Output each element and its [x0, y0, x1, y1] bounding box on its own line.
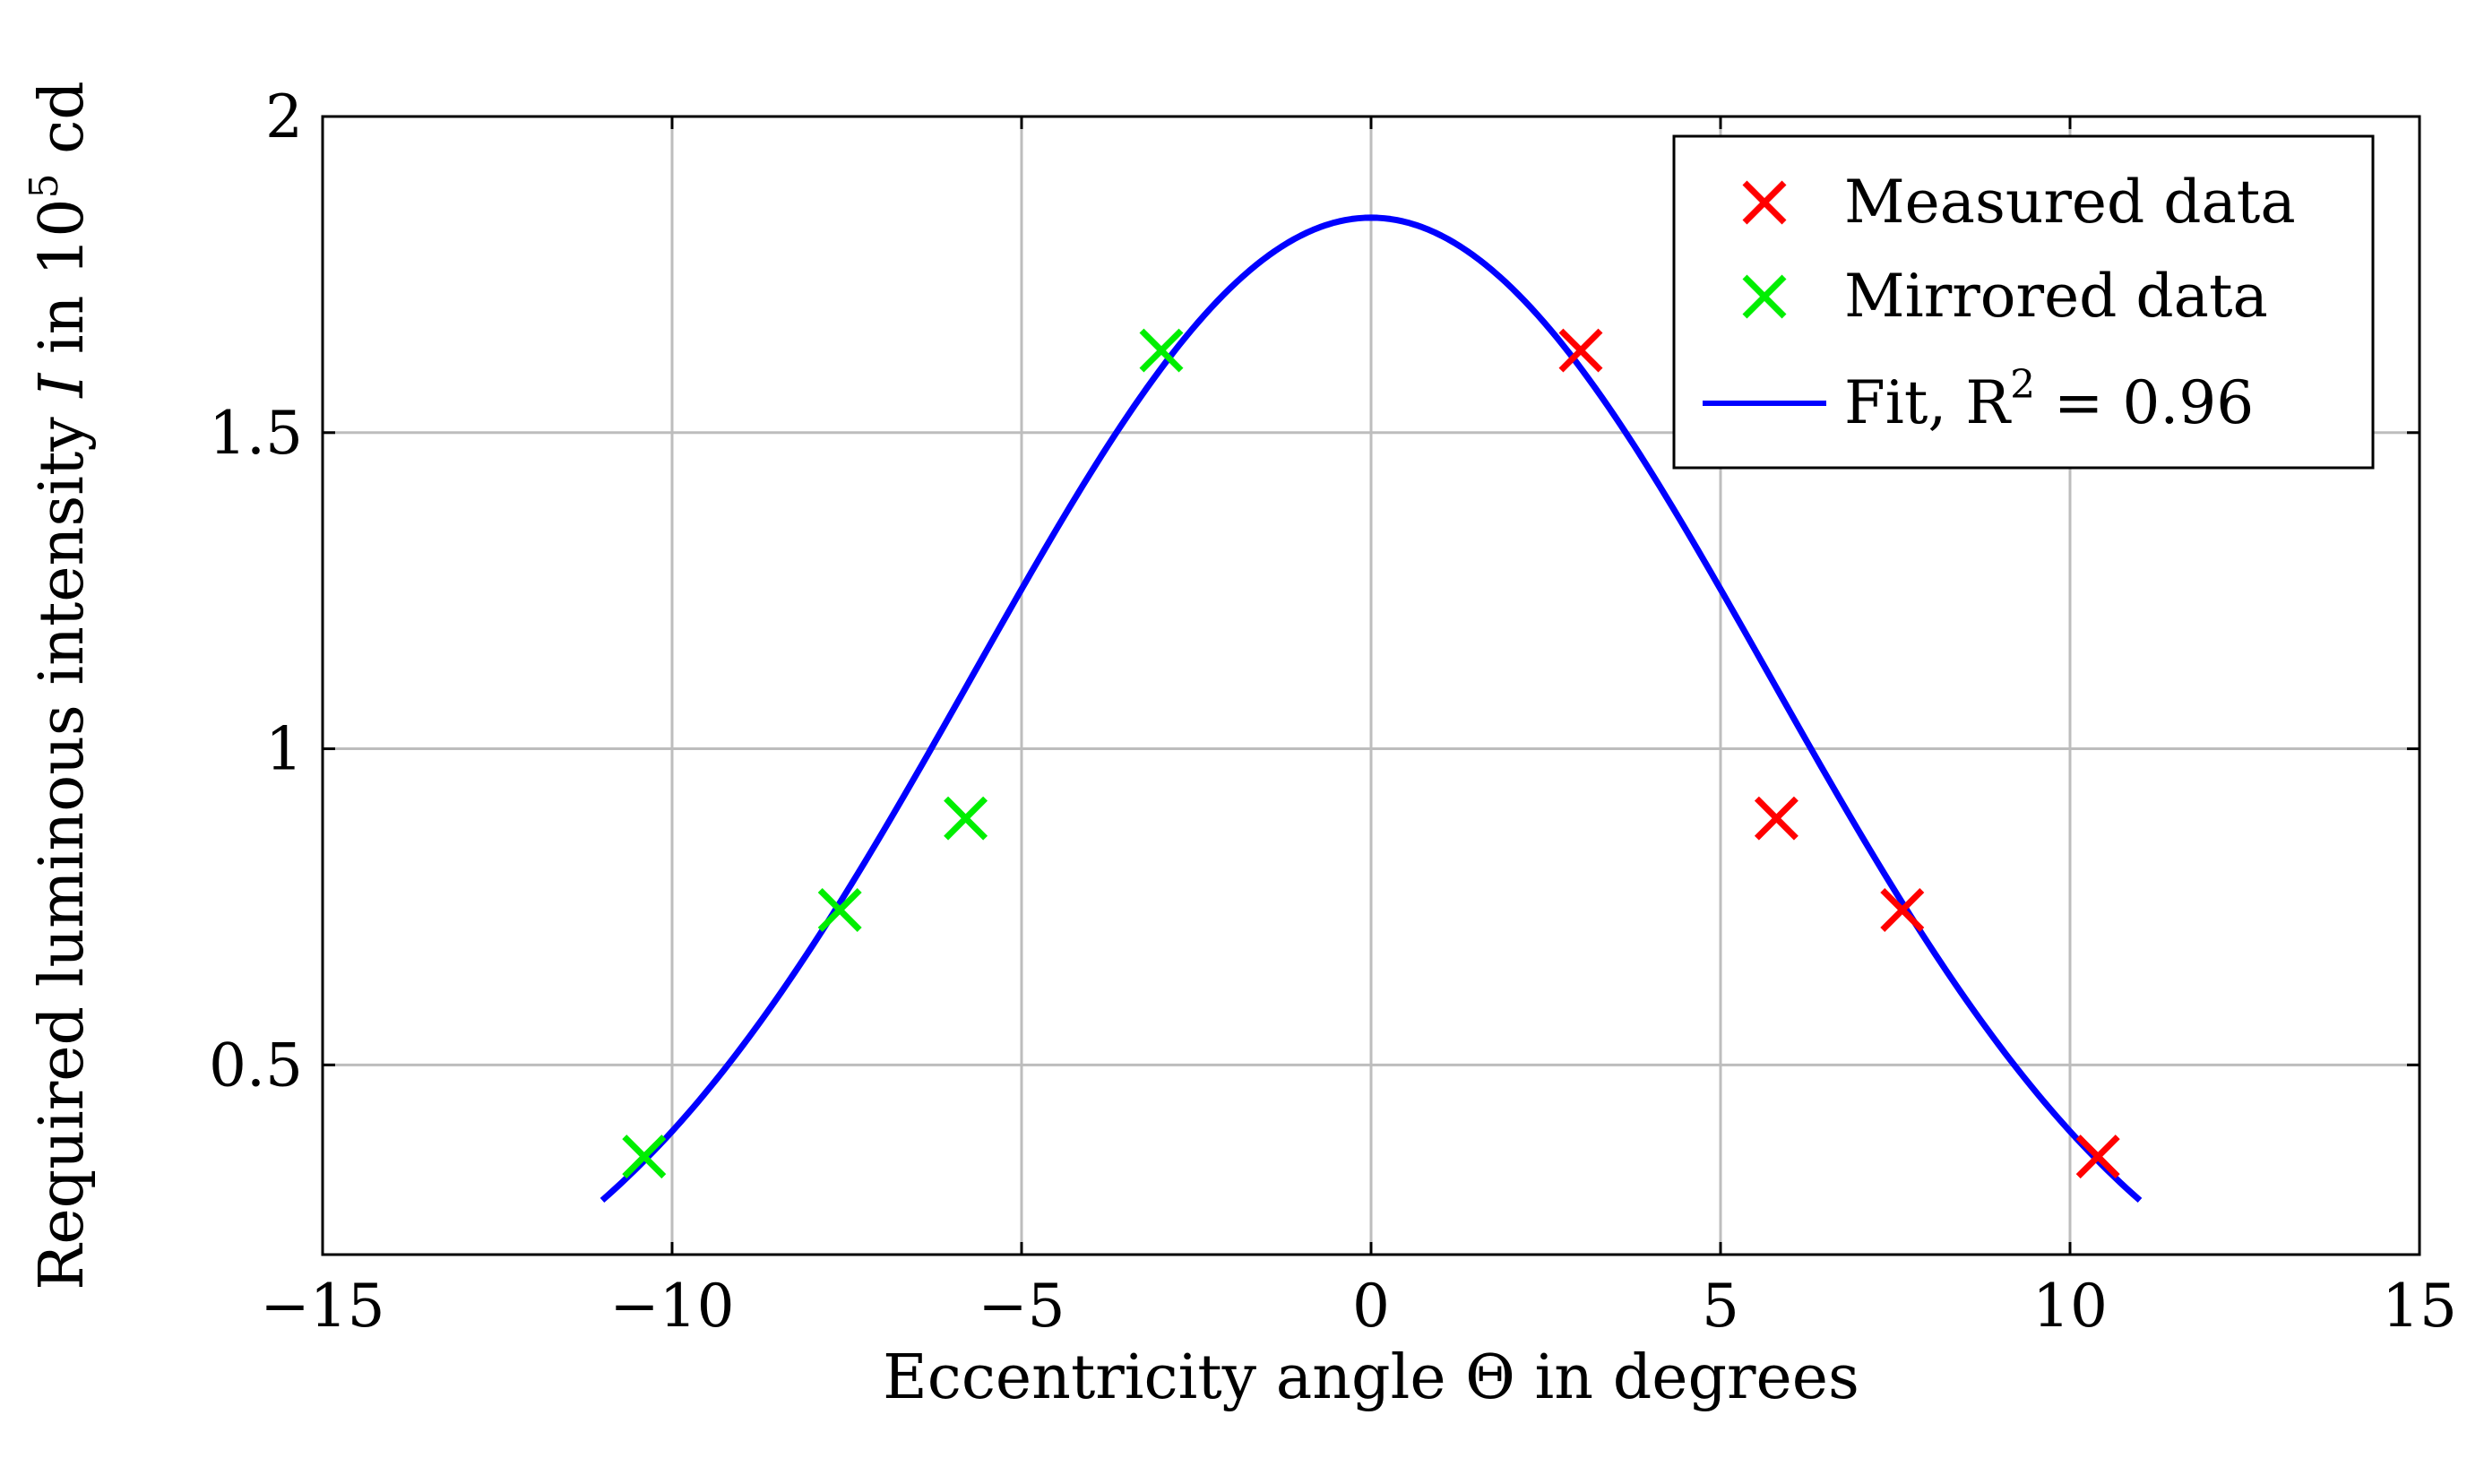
- legend-fit-name: Fit, R: [1844, 368, 2012, 437]
- legend-measured-label: Measured data: [1844, 168, 2296, 237]
- measured-point-stroke-b: [1558, 328, 1603, 373]
- x-tick-label: −10: [609, 1272, 734, 1341]
- y-tick-label: 1: [265, 715, 303, 784]
- y-axis-title-variable: I: [27, 373, 98, 400]
- measured-point-stroke-b: [2075, 1135, 2120, 1179]
- legend-mirrored-cross: [1742, 274, 1787, 319]
- y-tick-label: 1.5: [209, 399, 303, 468]
- y-axis-title-suffix: cd: [27, 81, 98, 173]
- fit-curve: [599, 214, 2143, 1204]
- measured-point: [1558, 328, 1603, 373]
- legend-mirrored-cross-stroke-b: [1742, 274, 1787, 319]
- legend-mirrored-symbol: [1742, 274, 1787, 319]
- legend-measured-cross: [1742, 180, 1787, 225]
- legend-fit-exponent: 2: [2010, 362, 2035, 408]
- y-axis-title-middle: in 10: [27, 198, 98, 373]
- mirrored-point-stroke-b: [1139, 328, 1184, 373]
- legend-mirrored-label: Mirrored data: [1844, 262, 2268, 331]
- x-tick-label: 5: [1702, 1272, 1739, 1341]
- legend-fit-label: Fit, R2 = 0.96: [1844, 362, 2254, 437]
- y-axis-title-prefix: Required luminous intensity: [27, 398, 98, 1290]
- legend-measured-symbol: [1742, 180, 1787, 225]
- mirrored-point: [1139, 328, 1184, 373]
- legend-fit-suffix: = 0.96: [2035, 368, 2254, 437]
- y-axis-title: Required luminous intensity I in 105 cd: [22, 81, 98, 1290]
- y-axis-title-exponent: 5: [22, 173, 67, 198]
- x-tick-label: −5: [978, 1272, 1065, 1341]
- mirrored-point-stroke-b: [944, 796, 988, 841]
- mirrored-point: [944, 796, 988, 841]
- mirrored-point: [622, 1135, 667, 1179]
- legend: Measured data Mirrored data Fit, R2 = 0.…: [1672, 134, 2375, 470]
- x-tick-label: 10: [2032, 1272, 2108, 1341]
- mirrored-point-stroke-b: [622, 1135, 667, 1179]
- measured-point: [2075, 1135, 2120, 1179]
- x-axis-title: Eccentricity angle Θ in degrees: [883, 1342, 1859, 1413]
- axis-ticks: −15 −10 −5 0 5 10 15 0.5 1 1.5 2: [209, 82, 2457, 1341]
- y-tick-label: 2: [265, 82, 303, 151]
- mirrored-point-stroke-b: [817, 887, 862, 932]
- x-tick-label: −15: [260, 1272, 384, 1341]
- x-tick-label: 0: [1352, 1272, 1390, 1341]
- y-tick-label: 0.5: [209, 1031, 303, 1100]
- data-markers: [622, 328, 2120, 1179]
- measured-point: [1754, 796, 1798, 841]
- legend-box: [1672, 134, 2375, 470]
- measured-point: [1880, 887, 1925, 932]
- measured-point-stroke-b: [1880, 887, 1925, 932]
- mirrored-point: [817, 887, 862, 932]
- measured-point-stroke-b: [1754, 796, 1798, 841]
- legend-measured-cross-stroke-b: [1742, 180, 1787, 225]
- x-tick-label: 15: [2382, 1272, 2457, 1341]
- fit-series: [599, 214, 2143, 1204]
